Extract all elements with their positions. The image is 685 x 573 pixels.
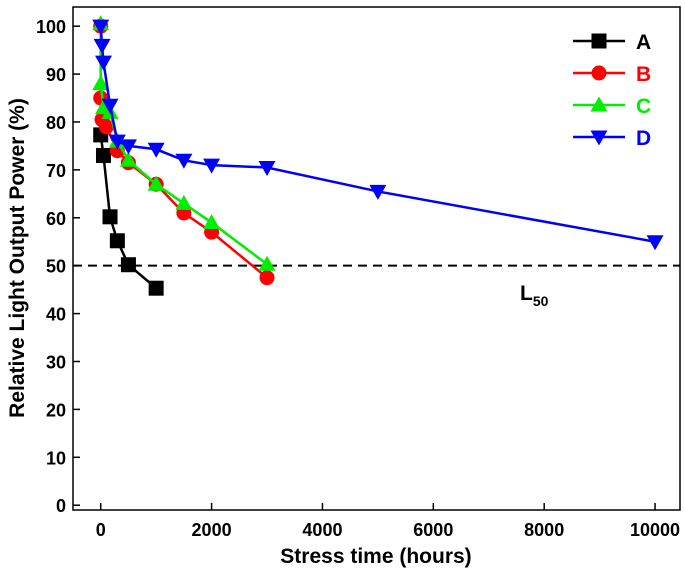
x-tick-label: 10000 (630, 520, 680, 540)
marker (203, 158, 221, 174)
marker (101, 98, 119, 114)
marker (646, 235, 664, 251)
marker (94, 55, 112, 71)
reference-label-main: L (520, 282, 533, 305)
marker (591, 33, 607, 49)
plot-frame (72, 6, 681, 511)
legend-item: D (573, 127, 651, 150)
marker (93, 38, 111, 54)
y-tick-label: 60 (46, 209, 66, 229)
marker (95, 148, 111, 164)
y-tick-label: 10 (46, 448, 66, 468)
y-tick-label: 50 (46, 257, 66, 277)
y-tick-label: 40 (46, 305, 66, 325)
legend-item: C (573, 95, 651, 118)
marker (102, 209, 118, 225)
marker (148, 280, 164, 296)
x-tick-label: 4000 (302, 520, 342, 540)
x-tick-label: 6000 (413, 520, 453, 540)
y-tick-label: 90 (46, 65, 66, 85)
marker (175, 153, 193, 169)
legend-label: D (636, 127, 651, 150)
marker (369, 184, 387, 200)
marker (92, 19, 110, 35)
y-tick-label: 80 (46, 113, 66, 133)
y-tick-label: 70 (46, 161, 66, 181)
y-axis-title: Relative Light Output Power (%) (6, 98, 29, 418)
y-tick-label: 30 (46, 352, 66, 372)
marker (109, 233, 125, 249)
marker (259, 270, 275, 286)
y-tick-label: 100 (36, 17, 66, 37)
legend-label: B (636, 63, 651, 86)
marker (98, 119, 114, 135)
marker (591, 65, 607, 81)
x-tick-label: 2000 (192, 520, 232, 540)
reference-label-sub: 50 (533, 293, 549, 309)
marker (119, 139, 137, 155)
marker (147, 175, 165, 191)
marker (108, 134, 126, 150)
reference-label: L50 (520, 282, 549, 309)
x-tick-label: 0 (96, 520, 106, 540)
y-tick-label: 0 (56, 496, 66, 516)
marker (258, 160, 276, 176)
marker (147, 142, 165, 158)
marker (258, 255, 276, 271)
legend-label: A (636, 31, 651, 54)
series-line (99, 23, 268, 266)
marker (203, 214, 221, 230)
x-tick-label: 8000 (524, 520, 564, 540)
marker (175, 194, 193, 210)
marker (120, 257, 136, 273)
legend-item: A (573, 31, 651, 54)
series-line (99, 26, 268, 279)
marker (92, 75, 110, 91)
marker (590, 130, 608, 146)
legend-item: B (573, 63, 651, 86)
x-axis-title: Stress time (hours) (280, 545, 471, 568)
marker (119, 151, 137, 167)
legend-label: C (636, 95, 651, 118)
marker (590, 96, 608, 112)
y-tick-label: 20 (46, 400, 66, 420)
